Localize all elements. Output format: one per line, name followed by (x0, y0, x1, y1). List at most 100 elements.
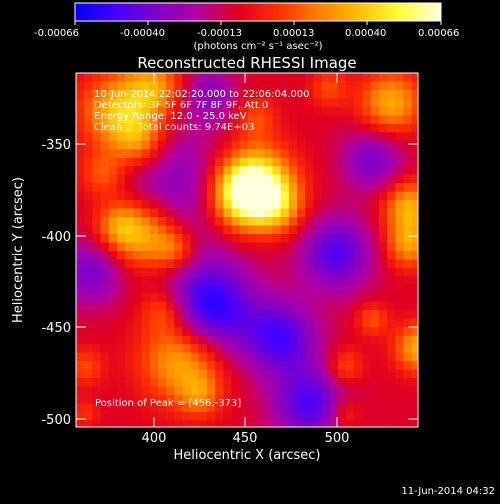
heatmap-cell (108, 378, 118, 388)
heatmap-cell (100, 132, 110, 142)
heatmap-cell (92, 174, 102, 184)
heatmap-cell (280, 115, 290, 125)
heatmap-cell (166, 242, 175, 252)
heatmap-cell (247, 361, 257, 371)
heatmap-cell (166, 378, 175, 388)
heatmap-cell (395, 420, 405, 427)
heatmap-cell (280, 394, 290, 405)
heatmap-cell (141, 378, 151, 388)
heatmap-cell (403, 140, 413, 150)
heatmap-cell (313, 233, 323, 244)
heatmap-cell (370, 386, 380, 396)
heatmap-cell (116, 420, 126, 427)
heatmap-cell (223, 284, 233, 294)
heatmap-cell (141, 403, 151, 413)
heatmap-cell (411, 157, 418, 167)
heatmap-cell (108, 149, 118, 159)
heatmap-cell (206, 335, 216, 345)
heatmap-cell (182, 132, 192, 142)
heatmap-cell (247, 267, 257, 277)
heatmap-cell (157, 267, 167, 277)
heatmap-cell (100, 98, 110, 108)
heatmap-cell (133, 157, 143, 167)
heatmap-cell (321, 208, 331, 218)
heatmap-cell (395, 174, 405, 184)
heatmap-cell (247, 394, 257, 405)
heatmap-cell (92, 250, 102, 261)
heatmap-cell (166, 310, 175, 320)
heatmap-cell (174, 301, 184, 311)
heatmap-cell (100, 344, 110, 354)
heatmap-cell (76, 284, 85, 294)
heatmap-cell (182, 301, 192, 311)
heatmap-cell (215, 250, 224, 261)
heatmap-cell (362, 200, 372, 210)
heatmap-cell (378, 174, 388, 184)
heatmap-cell (329, 242, 339, 252)
heatmap-cell (362, 318, 372, 328)
heatmap-cell (395, 310, 405, 320)
heatmap-cell (215, 369, 224, 379)
heatmap-cell (305, 208, 314, 218)
heatmap-cell (297, 276, 306, 286)
heatmap-cell (264, 140, 274, 150)
heatmap-cell (280, 335, 290, 345)
heatmap-cell (92, 183, 102, 193)
heatmap-cell (256, 344, 265, 354)
heatmap-cell (133, 318, 143, 328)
heatmap-cell (239, 200, 249, 210)
heatmap-cell (174, 242, 184, 252)
heatmap-cell (354, 183, 364, 193)
heatmap-cell (403, 276, 413, 286)
heatmap-cell (174, 335, 184, 345)
heatmap-cell (166, 394, 175, 405)
heatmap-cell (223, 301, 233, 311)
heatmap-cell (182, 335, 192, 345)
heatmap-cell (346, 89, 355, 100)
heatmap-cell (403, 293, 413, 303)
heatmap-cell (354, 208, 364, 218)
heatmap-cell (166, 115, 175, 125)
heatmap-cell (182, 81, 192, 91)
heatmap-cell (256, 183, 265, 193)
heatmap-cell (337, 157, 347, 167)
heatmap-cell (329, 208, 339, 218)
heatmap-cell (247, 352, 257, 362)
heatmap-cell (133, 335, 143, 345)
heatmap-cell (321, 310, 331, 320)
heatmap-cell (313, 174, 323, 184)
heatmap-cell (337, 267, 347, 277)
heatmap-cell (370, 191, 380, 201)
heatmap-cell (272, 293, 282, 303)
heatmap-cell (84, 352, 93, 362)
heatmap-cell (288, 361, 298, 371)
heatmap-cell (84, 89, 93, 100)
heatmap-cell (206, 174, 216, 184)
heatmap-cell (297, 89, 306, 100)
heatmap-cell (264, 242, 274, 252)
heatmap-cell (76, 335, 85, 345)
heatmap-cell (149, 369, 159, 379)
heatmap-cell (370, 361, 380, 371)
heatmap-cell (362, 149, 372, 159)
heatmap-cell (182, 403, 192, 413)
heatmap-cell (321, 89, 331, 100)
heatmap-cell (329, 157, 339, 167)
heatmap-cell (190, 344, 200, 354)
heatmap-cell (313, 191, 323, 201)
heatmap-cell (166, 284, 175, 294)
heatmap-cell (116, 310, 126, 320)
heatmap-cell (166, 106, 175, 116)
heatmap-cell (247, 403, 257, 413)
heatmap-cell (100, 420, 110, 427)
heatmap-cell (125, 369, 134, 379)
heatmap-cell (337, 89, 347, 100)
heatmap-cell (288, 73, 298, 83)
heatmap-cell (346, 378, 355, 388)
heatmap-cell (288, 242, 298, 252)
heatmap-cell (141, 123, 151, 133)
heatmap-cell (108, 267, 118, 277)
heatmap-cell (108, 191, 118, 201)
heatmap-cell (206, 361, 216, 371)
heatmap-cell (288, 420, 298, 427)
